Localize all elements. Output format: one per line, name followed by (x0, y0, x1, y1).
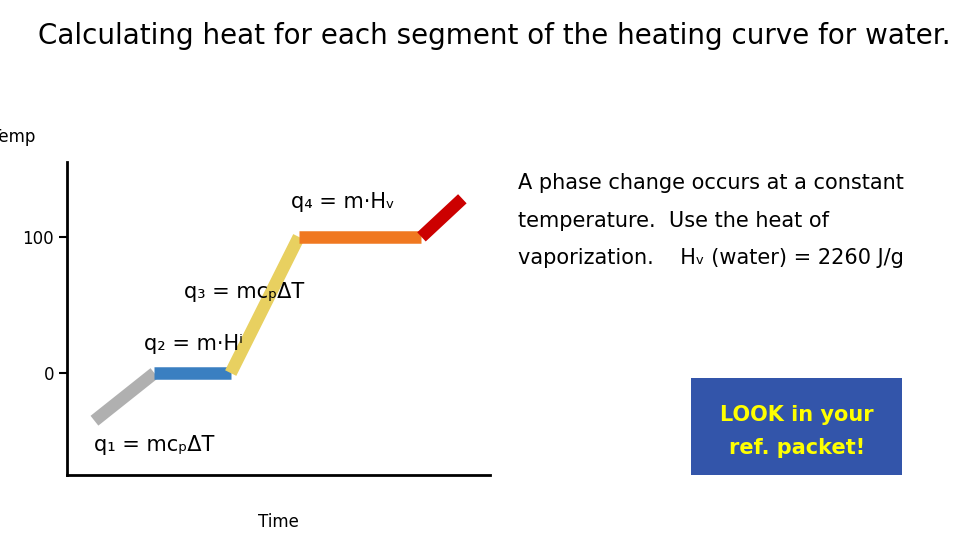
Text: vaporization.    Hᵥ (water) = 2260 J/g: vaporization. Hᵥ (water) = 2260 J/g (518, 248, 904, 268)
Text: q₃ = mcₚΔT: q₃ = mcₚΔT (184, 282, 304, 302)
Text: q₄ = m·Hᵥ: q₄ = m·Hᵥ (291, 192, 395, 212)
Text: A phase change occurs at a constant: A phase change occurs at a constant (518, 173, 904, 193)
Text: ref. packet!: ref. packet! (729, 438, 865, 458)
Text: LOOK in your: LOOK in your (720, 405, 874, 425)
Text: Time: Time (258, 513, 299, 531)
Text: q₁ = mcₚΔT: q₁ = mcₚΔT (94, 435, 215, 455)
Text: Calculating heat for each segment of the heating curve for water.: Calculating heat for each segment of the… (38, 22, 951, 50)
Text: q₂ = m·Hⁱ: q₂ = m·Hⁱ (143, 334, 242, 354)
Text: temperature.  Use the heat of: temperature. Use the heat of (518, 211, 829, 231)
Text: Temp: Temp (0, 129, 36, 146)
